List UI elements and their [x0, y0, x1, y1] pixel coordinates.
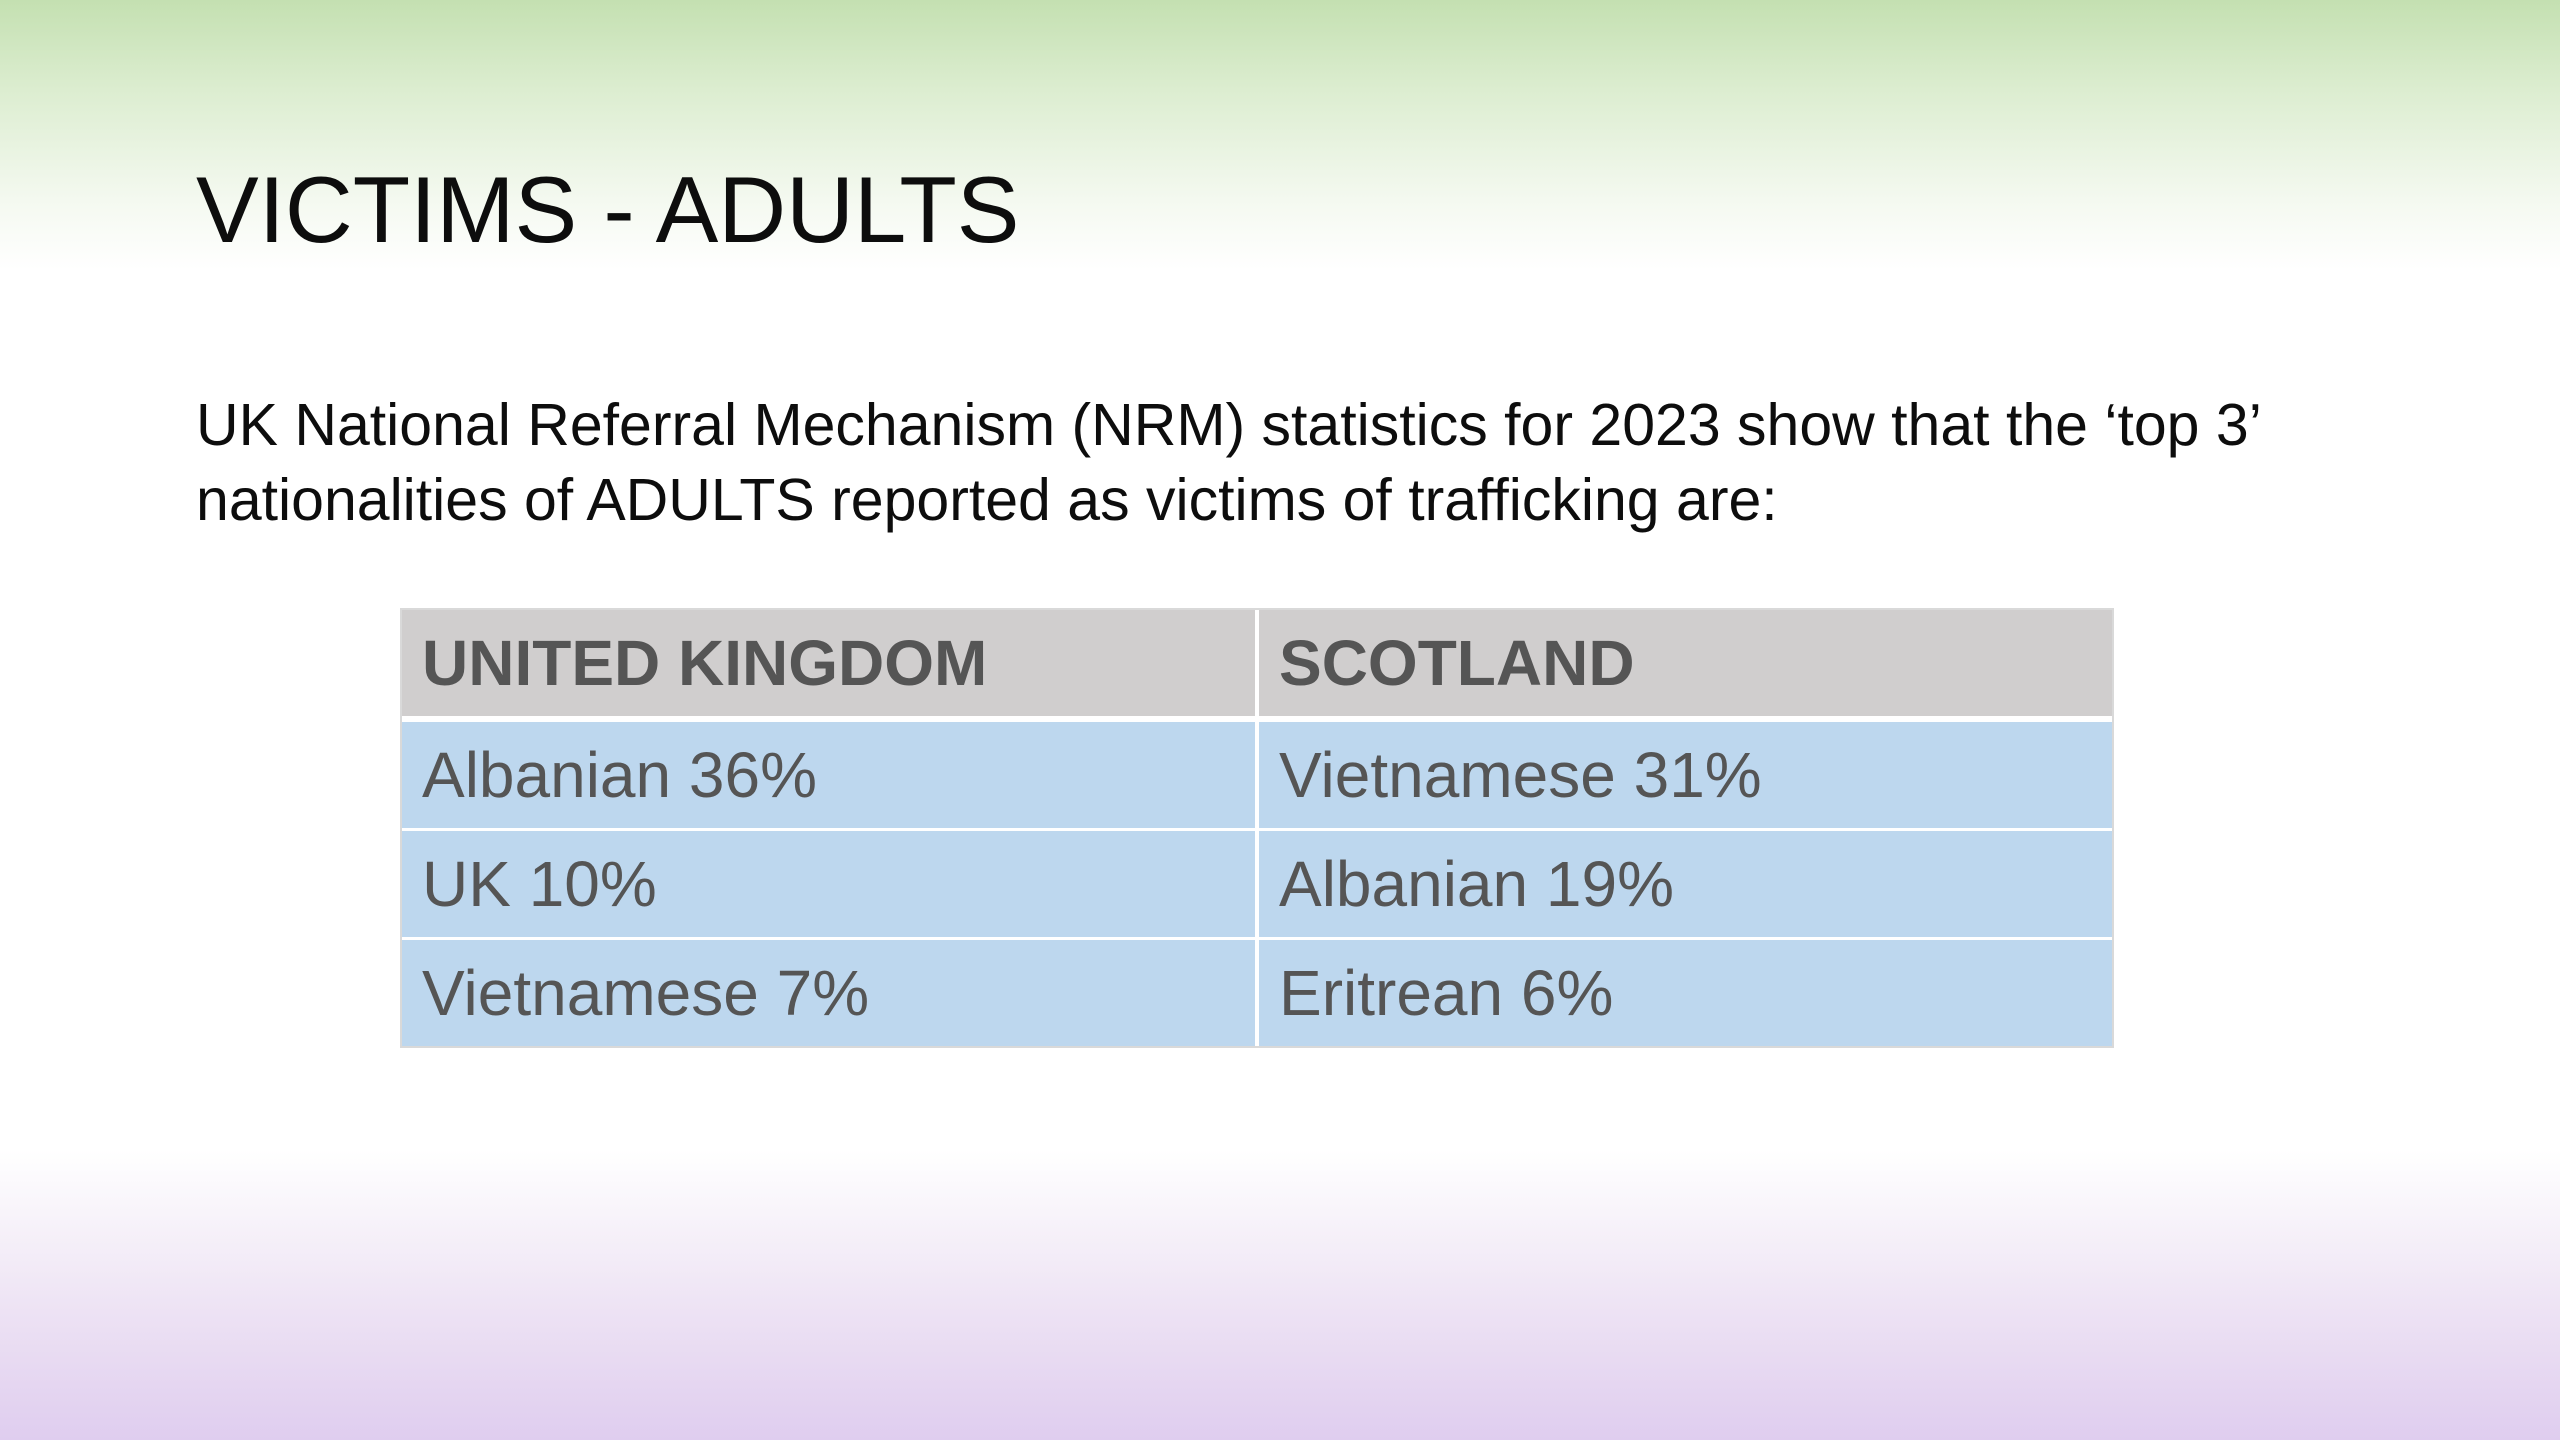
table-row: UK 10% Albanian 19% [402, 828, 2112, 939]
table-cell-uk: Vietnamese 7% [402, 937, 1257, 1046]
slide-title: VICTIMS - ADULTS [196, 157, 1020, 262]
table-row: Vietnamese 7% Eritrean 6% [402, 937, 2112, 1046]
header-united-kingdom: UNITED KINGDOM [402, 610, 1257, 722]
intro-line-2: nationalities of ADULTS reported as vict… [196, 467, 1778, 533]
table-cell-uk: Albanian 36% [402, 717, 1257, 830]
table-cell-scotland: Eritrean 6% [1255, 937, 2112, 1046]
nationalities-table-container: UNITED KINGDOM SCOTLAND Albanian 36% Vie… [400, 608, 2114, 1048]
table-cell-scotland: Albanian 19% [1255, 828, 2112, 939]
intro-line-1: UK National Referral Mechanism (NRM) sta… [196, 392, 2262, 458]
table-cell-uk: UK 10% [402, 828, 1257, 939]
nationalities-table: UNITED KINGDOM SCOTLAND Albanian 36% Vie… [402, 610, 2112, 1046]
table-cell-scotland: Vietnamese 31% [1255, 717, 2112, 830]
intro-paragraph: UK National Referral Mechanism (NRM) sta… [196, 388, 2496, 538]
table-header-row: UNITED KINGDOM SCOTLAND [402, 610, 2112, 722]
header-scotland: SCOTLAND [1255, 610, 2112, 722]
table-row: Albanian 36% Vietnamese 31% [402, 717, 2112, 830]
